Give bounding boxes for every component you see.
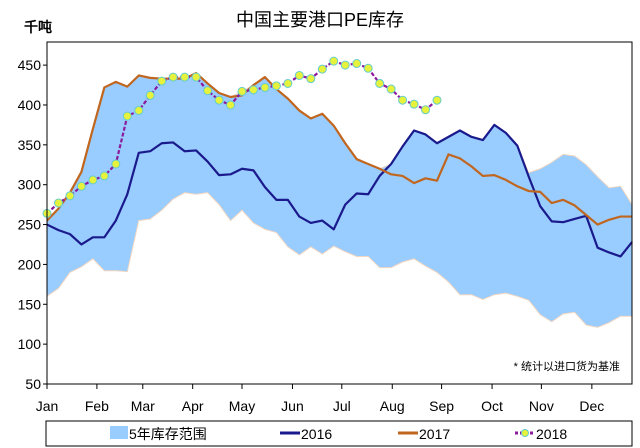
x-tick-label: Jul [333,398,351,414]
legend-label-2018: 2018 [536,426,567,442]
y-tick-label: 200 [18,256,42,272]
data-point-2018 [329,56,339,66]
y-tick-label: 250 [18,217,42,233]
data-point-2018 [260,82,270,92]
data-point-2018 [306,74,316,84]
data-point-2018 [352,59,362,69]
data-point-2018 [386,84,396,94]
data-point-2018 [203,86,213,96]
y-tick-label: 100 [18,336,42,352]
data-point-2018 [111,159,121,169]
plot-frame [46,41,633,385]
y-tick-label: 50 [25,376,41,392]
axes: 50 100 150 200 250 300 350 400 450 Jan Feb Mar Apr Ma… [18,57,605,414]
legend-swatch-band [110,426,128,439]
data-point-2018 [191,72,201,82]
data-point-2018 [226,100,236,110]
data-point-2018 [432,95,442,105]
data-point-2018 [99,171,109,181]
data-point-2018 [65,191,75,201]
data-point-2018 [421,105,431,115]
series-line-2017 [46,71,632,226]
x-tick-label: Apr [182,398,204,414]
chart-title: 中国主要港口PE库存 [236,10,404,30]
data-point-2018 [122,111,132,121]
x-tick-label: Sep [429,398,454,414]
data-point-2018 [214,95,224,105]
x-tick-label: May [229,398,255,414]
data-point-2018 [248,85,258,95]
y-tick-label: 400 [18,97,42,113]
data-point-2018 [53,198,63,208]
x-tick-label: Jun [281,398,304,414]
x-tick-label: Dec [579,398,604,414]
x-tick-label: Nov [529,398,554,414]
data-point-2018 [363,63,373,73]
y-tick-label: 300 [18,177,42,193]
data-point-2018 [88,175,98,185]
x-tick-label: Oct [481,398,503,414]
legend-label-band: 5年库存范围 [129,426,207,442]
data-point-2018 [237,86,247,96]
plot-area [42,56,633,328]
x-tick-label: Mar [131,398,155,414]
data-point-2018 [180,72,190,82]
data-point-2018 [409,99,419,109]
data-point-2018 [283,78,293,88]
data-point-2018 [294,70,304,80]
legend-label-2017: 2017 [419,426,450,442]
data-point-2018 [168,72,178,82]
chart-note: * 统计以进口货为基准 [514,359,620,373]
y-axis-unit-label: 千吨 [24,19,52,35]
legend: 5年库存范围 2016 2017 2018 [45,420,633,447]
data-point-2018 [271,81,281,91]
legend-marker-2018 [521,429,529,437]
legend-box [45,420,633,447]
legend-label-2016: 2016 [301,426,332,442]
data-point-2018 [340,60,350,70]
data-point-2018 [145,90,155,100]
data-point-2018 [317,64,327,74]
data-point-2018 [76,181,86,191]
data-point-2018 [375,78,385,88]
y-tick-label: 450 [18,57,42,73]
data-point-2018 [398,95,408,105]
y-tick-label: 150 [18,296,42,312]
data-point-2018 [134,106,144,116]
x-tick-label: Jan [36,398,59,414]
data-point-2018 [157,76,167,86]
x-tick-label: Feb [85,398,109,414]
x-tick-label: Aug [380,398,405,414]
y-tick-label: 350 [18,137,42,153]
